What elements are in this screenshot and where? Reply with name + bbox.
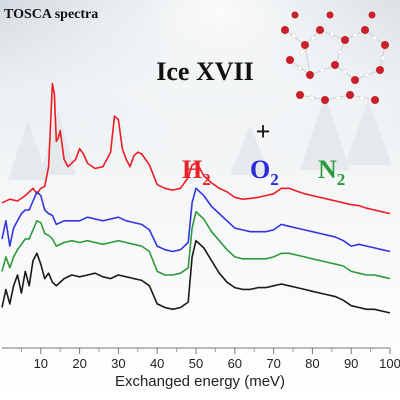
gas-labels: H2 O2 N2 xyxy=(182,155,345,189)
frost-tree-decoration xyxy=(8,95,392,180)
gas-label-o2-base: O xyxy=(250,155,270,184)
series-line-3 xyxy=(1,239,391,314)
molecule-cluster-illustration xyxy=(281,11,389,104)
gas-label-h2-base: H xyxy=(182,155,202,184)
plus-sign: + xyxy=(256,117,271,146)
background-glow xyxy=(0,0,400,220)
x-ticks xyxy=(20,348,391,354)
series-line-0 xyxy=(1,82,391,215)
x-tick-label: 60 xyxy=(228,356,242,371)
gas-label-h2-sub: 2 xyxy=(202,170,211,189)
x-tick-label: 10 xyxy=(34,356,48,371)
x-tick-labels: 10 20 30 40 50 60 70 80 90 100 xyxy=(34,356,400,371)
series-line-2 xyxy=(1,211,391,280)
gas-label-n2: N2 xyxy=(318,155,345,189)
gas-label-h2: H2 xyxy=(182,155,211,189)
gas-label-n2-sub: 2 xyxy=(337,170,346,189)
chart-title: Ice XVII xyxy=(156,57,254,86)
x-tick-label: 50 xyxy=(189,356,203,371)
series-line-1 xyxy=(1,187,391,253)
x-tick-label: 90 xyxy=(344,356,358,371)
gas-label-o2: O2 xyxy=(250,155,279,189)
gas-label-n2-base: N xyxy=(318,155,337,184)
series-group xyxy=(1,82,391,314)
x-tick-label: 40 xyxy=(150,356,164,371)
x-tick-label: 30 xyxy=(111,356,125,371)
x-tick-label: 20 xyxy=(72,356,86,371)
x-tick-label: 70 xyxy=(266,356,280,371)
x-tick-label: 80 xyxy=(305,356,319,371)
corner-label: TOSCA spectra xyxy=(4,7,98,22)
gas-label-o2-sub: 2 xyxy=(270,170,279,189)
x-axis-label: Exchanged energy (meV) xyxy=(115,373,285,390)
x-tick-label: 100 xyxy=(379,356,400,371)
